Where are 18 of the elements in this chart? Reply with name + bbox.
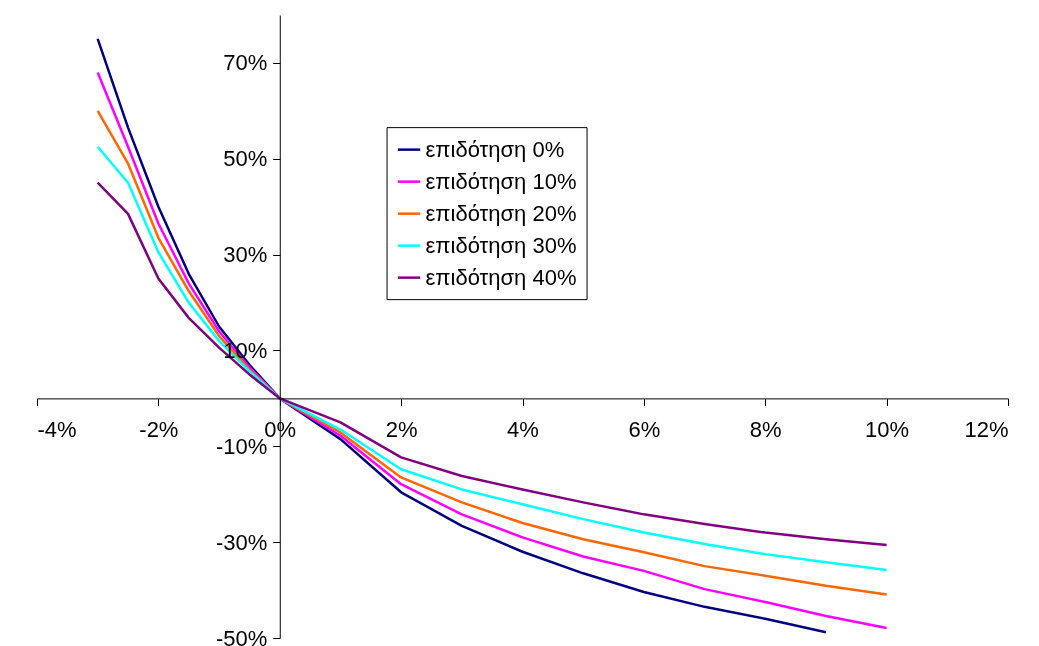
x-tick-label: 10% bbox=[865, 416, 910, 442]
x-tick-label: 2% bbox=[385, 416, 418, 442]
x-tick-label: 12% bbox=[964, 416, 1009, 442]
legend-label: επιδότηση 10% bbox=[425, 168, 577, 194]
legend-label: επιδότηση 20% bbox=[425, 200, 577, 226]
x-tick-label: -4% bbox=[37, 416, 77, 442]
x-tick-label: 4% bbox=[507, 416, 539, 442]
x-tick-label: 8% bbox=[749, 416, 782, 442]
x-tick-label: -2% bbox=[139, 416, 179, 442]
legend-label: επιδότηση 40% bbox=[425, 264, 577, 290]
y-tick-label: -30% bbox=[215, 529, 268, 555]
y-tick-label: 50% bbox=[223, 146, 268, 172]
y-tick-label: -50% bbox=[215, 625, 268, 646]
y-tick-label: 30% bbox=[223, 242, 268, 268]
legend-label: επιδότηση 0% bbox=[425, 136, 565, 162]
x-tick-label: 6% bbox=[628, 416, 661, 442]
legend-label: επιδότηση 30% bbox=[425, 232, 577, 258]
y-tick-label: 70% bbox=[223, 50, 268, 76]
